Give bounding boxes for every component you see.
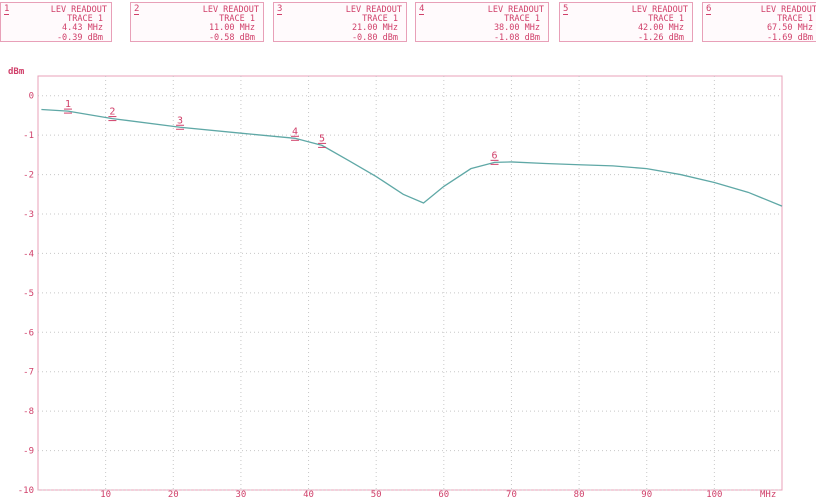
marker-number: 3 xyxy=(277,4,283,15)
marker-number: 6 xyxy=(706,4,712,15)
marker-label: 6 xyxy=(492,150,498,161)
level-value: -0.80 dBm xyxy=(351,33,398,43)
marker-5: 5 xyxy=(318,133,327,148)
x-tick-label: 70 xyxy=(506,490,517,499)
marker-1: 1 xyxy=(63,99,72,114)
x-tick-label: 50 xyxy=(371,490,382,499)
readout-box-3: 3 LEV READOUT TRACE 1 21.00 MHz -0.80 dBm xyxy=(273,2,407,43)
x-tick-label: 20 xyxy=(168,490,179,499)
marker-label: 2 xyxy=(109,107,115,118)
y-tick-label: -9 xyxy=(23,447,34,457)
readout-box-6: 6 LEV READOUT TRACE 1 67.50 MHz -1.69 dBm xyxy=(702,2,816,43)
marker-2: 2 xyxy=(108,107,117,122)
y-tick-labels: 0 -1 -2 -3 -4 -5 -6 -7 -8 -9 -10 xyxy=(18,92,34,496)
readout-box-2: 2 LEV READOUT TRACE 1 11.00 MHz -0.58 dBm xyxy=(130,2,264,43)
chart: dBm 0 -1 -2 -3 -4 -5 -6 -7 -8 -9 -10 10 20 30 40 50 60 7… xyxy=(8,67,783,499)
trace-label: TRACE 1 xyxy=(219,14,255,24)
x-tick-label: 80 xyxy=(574,490,585,499)
frequency-value: 11.00 MHz xyxy=(208,23,255,33)
trace-label: TRACE 1 xyxy=(777,14,813,24)
readout-title: LEV READOUT xyxy=(50,5,107,15)
y-tick-label: -3 xyxy=(23,210,34,220)
x-tick-label: 60 xyxy=(438,490,449,499)
x-tick-label: 10 xyxy=(100,490,111,499)
y-axis-unit: dBm xyxy=(8,67,25,77)
readout-title: LEV READOUT xyxy=(202,5,259,15)
level-value: -0.58 dBm xyxy=(208,33,255,43)
y-tick-label: -10 xyxy=(18,486,34,496)
readout-title: LEV READOUT xyxy=(487,5,544,15)
marker-number: 2 xyxy=(134,4,140,15)
trace-label: TRACE 1 xyxy=(504,14,540,24)
readout-box-4: 4 LEV READOUT TRACE 1 38.00 MHz -1.08 dBm xyxy=(415,2,549,43)
y-tick-label: -7 xyxy=(23,368,34,378)
y-tick-label: -2 xyxy=(23,171,34,181)
frequency-value: 4.43 MHz xyxy=(62,23,103,33)
readout-bar: 1 LEV READOUT TRACE 1 4.43 MHz -0.39 dBm 2 LEV… xyxy=(0,0,816,44)
readout-box-5: 5 LEV READOUT TRACE 1 42.00 MHz -1.26 dBm xyxy=(559,2,693,43)
markers-layer: 1 2 3 4 5 6 xyxy=(63,99,499,165)
marker-6: 6 xyxy=(490,150,499,165)
frequency-value: 38.00 MHz xyxy=(493,23,540,33)
series-layer xyxy=(41,108,783,207)
trace-label: TRACE 1 xyxy=(67,14,103,24)
y-tick-label: -1 xyxy=(23,131,34,141)
marker-3: 3 xyxy=(176,115,185,130)
y-tick-label: 0 xyxy=(29,92,34,102)
x-tick-label: 100 xyxy=(706,490,722,499)
frequency-value: 21.00 MHz xyxy=(351,23,398,33)
level-value: -0.39 dBm xyxy=(56,33,103,43)
x-tick-label: 90 xyxy=(641,490,652,499)
level-value: -1.08 dBm xyxy=(493,33,540,43)
readout-title: LEV READOUT xyxy=(760,5,816,15)
marker-number: 5 xyxy=(563,4,569,15)
x-tick-labels: 10 20 30 40 50 60 70 80 90 100 xyxy=(100,490,722,499)
y-tick-label: -4 xyxy=(23,249,34,259)
trace-label: TRACE 1 xyxy=(362,14,398,24)
level-value: -1.69 dBm xyxy=(766,33,813,43)
x-tick-label: 30 xyxy=(235,490,246,499)
marker-number: 1 xyxy=(4,4,10,15)
marker-label: 4 xyxy=(292,126,298,137)
marker-4: 4 xyxy=(291,126,300,141)
marker-label: 1 xyxy=(65,99,71,110)
plot-frame xyxy=(37,75,783,491)
series-line xyxy=(41,108,783,207)
grid xyxy=(38,76,782,491)
x-axis-unit: MHz xyxy=(760,490,776,499)
marker-label: 5 xyxy=(319,133,325,144)
x-tick-label: 40 xyxy=(303,490,314,499)
level-value: -1.26 dBm xyxy=(637,33,684,43)
marker-label: 3 xyxy=(177,115,183,126)
readout-title: LEV READOUT xyxy=(345,5,402,15)
frequency-value: 42.00 MHz xyxy=(637,23,684,33)
readout-title: LEV READOUT xyxy=(631,5,688,15)
readout-box-1: 1 LEV READOUT TRACE 1 4.43 MHz -0.39 dBm xyxy=(0,2,112,43)
frequency-value: 67.50 MHz xyxy=(766,23,813,33)
y-tick-label: -6 xyxy=(23,328,34,338)
trace-label: TRACE 1 xyxy=(648,14,684,24)
y-tick-label: -8 xyxy=(23,407,34,417)
marker-number: 4 xyxy=(419,4,425,15)
y-tick-label: -5 xyxy=(23,289,34,299)
